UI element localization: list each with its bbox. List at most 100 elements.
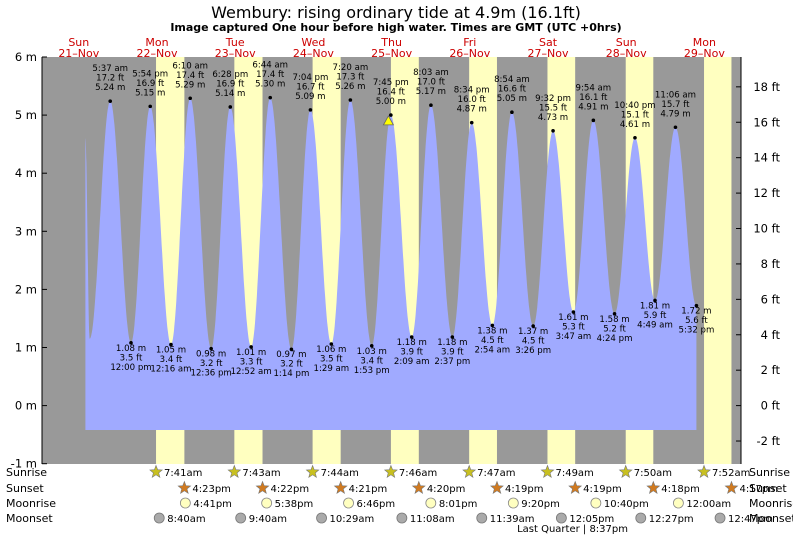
high-tide-label: 5.14 m xyxy=(215,89,245,99)
extreme-point xyxy=(612,312,617,316)
high-tide-label: 5.30 m xyxy=(255,80,285,90)
low-tide-label: 1.38 m xyxy=(477,326,507,336)
low-tide-label: 1.03 m xyxy=(357,347,387,357)
extreme-point xyxy=(329,342,334,346)
day-date-4: 25–Nov xyxy=(371,47,412,60)
moonrise-icon xyxy=(590,497,602,509)
right-tick-label: 0 ft xyxy=(761,399,781,413)
low-tide-label: 1:14 pm xyxy=(273,369,309,379)
moonset-icon xyxy=(396,512,408,524)
high-tide-label: 16.4 ft xyxy=(377,88,406,98)
sunset-time: 4:17pm xyxy=(739,484,778,495)
low-tide-label: 1.81 m xyxy=(640,301,670,311)
high-tide-label: 4.79 m xyxy=(660,109,690,119)
sunset-icon xyxy=(411,480,426,494)
extreme-point xyxy=(551,128,555,133)
low-tide-label: 1.58 m xyxy=(599,315,629,325)
day-date-5: 26–Nov xyxy=(449,47,490,60)
moonset-icon xyxy=(153,512,165,524)
extreme-point xyxy=(469,120,474,125)
high-tide-label: 17.4 ft xyxy=(256,70,285,80)
high-tide-label: 6:44 am xyxy=(252,61,288,71)
right-tick-label: 4 ft xyxy=(761,328,781,342)
moonrise-time: 6:46pm xyxy=(357,499,396,510)
low-tide-label: 1.37 m xyxy=(518,327,548,337)
low-tide-label: 5.2 ft xyxy=(603,324,626,334)
high-tide-label: 5.09 m xyxy=(295,92,325,102)
high-tide-label: 4.61 m xyxy=(620,120,650,130)
day-name-2: Tue xyxy=(225,36,245,49)
moonrise-icon xyxy=(507,497,519,509)
moonrise-icon xyxy=(179,497,191,509)
low-tide-label: 4:49 am xyxy=(637,320,673,330)
high-tide-label: 16.7 ft xyxy=(296,82,325,92)
moonset-icon xyxy=(476,512,488,524)
moonset-time: 12:47pm xyxy=(728,514,773,525)
moonrise-icon xyxy=(343,497,354,509)
left-tick-label: 0 m xyxy=(15,399,37,413)
sunrise-time: 7:44am xyxy=(321,468,359,479)
sunrise-icon xyxy=(149,464,163,478)
sunrise-icon xyxy=(697,464,711,478)
high-tide-label: 16.0 ft xyxy=(458,95,487,105)
day-date-0: 21–Nov xyxy=(58,47,99,60)
day-name-3: Wed xyxy=(301,36,325,49)
low-tide-label: 5.9 ft xyxy=(644,311,667,321)
chart-subtitle: Image captured One hour before high wate… xyxy=(170,21,621,34)
right-tick-label: 16 ft xyxy=(753,115,780,129)
extreme-point xyxy=(653,298,657,303)
extreme-point xyxy=(673,125,678,130)
high-tide-label: 15.5 ft xyxy=(539,103,568,113)
high-tide-label: 5:54 pm xyxy=(132,69,168,79)
high-tide-label: 8:34 pm xyxy=(454,86,490,96)
moonset-time: 10:29am xyxy=(330,514,375,525)
right-tick-label: -2 ft xyxy=(757,434,781,448)
extreme-point xyxy=(249,345,253,349)
moonrise-icon xyxy=(673,497,684,509)
high-tide-label: 8:03 am xyxy=(413,68,449,78)
moonrise-row-label-right: Moonrise xyxy=(749,497,793,510)
low-tide-label: 1.05 m xyxy=(156,346,186,356)
high-tide-label: 7:45 pm xyxy=(373,78,409,88)
extreme-point xyxy=(268,95,273,100)
extreme-point xyxy=(169,342,173,347)
left-tick-label: 2 m xyxy=(15,282,37,296)
moonset-icon xyxy=(316,512,327,524)
sunset-time: 4:22pm xyxy=(271,484,310,495)
day-name-5: Fri xyxy=(463,36,476,49)
high-tide-label: 7:20 am xyxy=(333,63,369,73)
day-name-1: Mon xyxy=(145,36,168,49)
sunset-time: 4:20pm xyxy=(427,484,466,495)
extreme-point xyxy=(188,96,193,101)
current-tide-marker xyxy=(382,115,395,126)
extreme-point xyxy=(409,335,414,339)
extreme-point xyxy=(148,104,153,109)
day-name-0: Sun xyxy=(68,36,89,49)
right-tick-label: 18 ft xyxy=(753,80,780,94)
sunset-row-label-right: Sunset xyxy=(749,482,787,495)
day-name-8: Mon xyxy=(693,36,716,49)
high-tide-label: 16.9 ft xyxy=(216,79,245,89)
sunset-time: 4:19pm xyxy=(505,484,544,495)
extreme-point xyxy=(289,347,294,352)
moonrise-time: 9:20pm xyxy=(521,499,560,510)
low-tide-label: 3.9 ft xyxy=(400,348,423,358)
low-tide-label: 1.06 m xyxy=(316,345,346,355)
low-tide-label: 1.18 m xyxy=(437,338,467,348)
left-tick-label: -1 m xyxy=(11,457,37,471)
low-tide-label: 3.5 ft xyxy=(320,355,343,365)
high-tide-label: 16.6 ft xyxy=(498,85,527,95)
extreme-point xyxy=(348,98,353,102)
extreme-point xyxy=(228,105,233,109)
current-tide-triangle xyxy=(382,115,395,126)
high-tide-label: 9:32 pm xyxy=(535,94,571,104)
moonset-icon xyxy=(235,512,247,524)
high-tide-label: 15.7 ft xyxy=(661,100,690,110)
day-name-4: Thu xyxy=(380,36,402,49)
low-tide-label: 4.5 ft xyxy=(481,336,504,346)
sunrise-time: 7:50am xyxy=(634,468,672,479)
low-tide-label: 3.9 ft xyxy=(441,348,464,358)
right-tick-label: 8 ft xyxy=(761,257,781,271)
sunrise-row-label-left: Sunrise xyxy=(6,466,47,479)
